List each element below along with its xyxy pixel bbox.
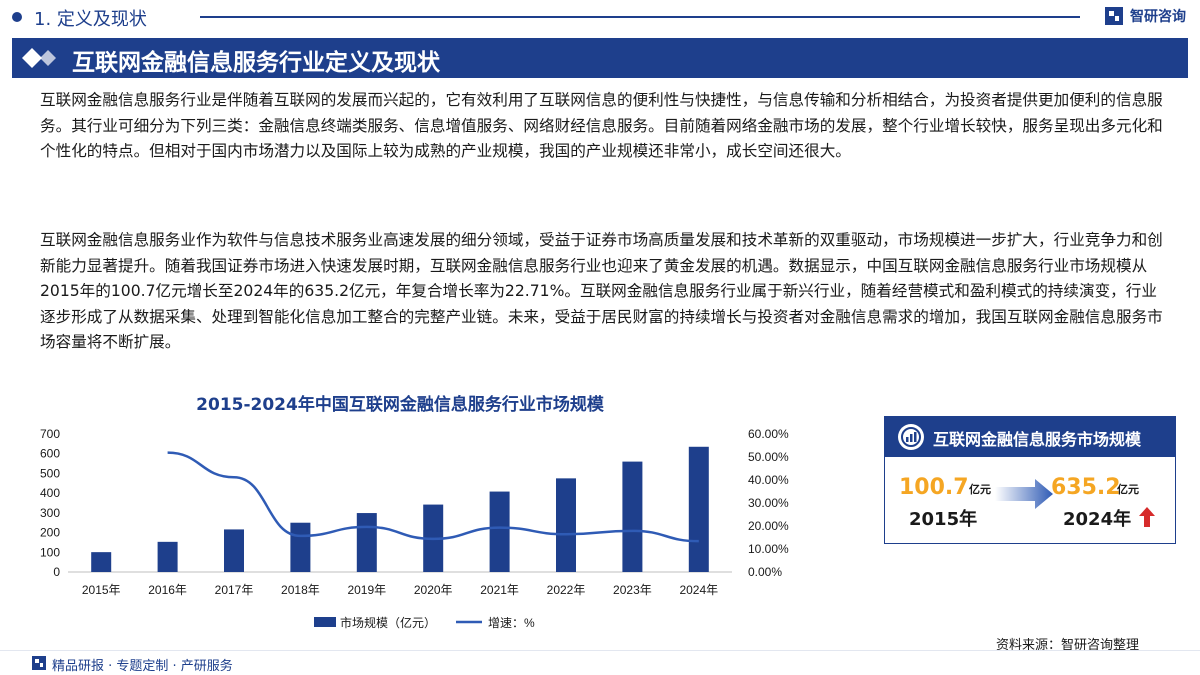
market-size-card: 互联网金融信息服务市场规模 100.7 亿元 2015年 635.2 亿元 20… [884,416,1176,544]
y-right-tick-label: 50.00% [748,450,789,464]
gauge-icon [898,424,924,450]
bar [556,478,576,572]
brand-name: 智研咨询 [1130,9,1186,25]
market-paragraph: 互联网金融信息服务业作为软件与信息技术服务业高速发展的细分领域，受益于证券市场高… [40,231,1163,351]
y-right-tick-label: 10.00% [748,542,789,556]
x-tick-label: 2021年 [480,583,519,597]
y-right-tick-label: 0.00% [748,565,782,579]
title-banner: 互联网金融信息服务行业定义及现状 [12,38,1188,78]
legend-bar-swatch [314,617,336,627]
y-left-tick-label: 100 [40,545,60,559]
arrow-right-icon [995,479,1053,509]
x-tick-label: 2020年 [414,583,453,597]
y-right-tick-label: 60.00% [748,427,789,441]
y-left-tick-label: 0 [53,565,60,579]
x-tick-label: 2019年 [347,583,386,597]
intro-paragraph: 互联网金融信息服务行业是伴随着互联网的发展而兴起的，它有效利用了互联网信息的便利… [40,91,1163,160]
y-left-tick-label: 300 [40,506,60,520]
end-year: 2024年 [1063,509,1132,530]
brand-logo-icon [32,656,46,670]
bar [91,552,112,572]
market-size-chart: 0 100 200 300 400 500 600 700 0.00% 10.00% 20.00% 3… [40,427,789,630]
start-year: 2015年 [909,509,978,530]
y-left-tick-label: 500 [40,466,60,480]
x-tick-label: 2015年 [82,583,121,597]
card-title: 互联网金融信息服务市场规模 [933,430,1142,449]
diamond-icon [22,48,56,68]
footer-tagline: 精品研报 · 专题定制 · 产研服务 [52,659,233,674]
bar [157,541,178,572]
x-tick-label: 2022年 [547,583,586,597]
legend-line-label: 增速：% [488,616,535,630]
header-divider [200,16,1080,18]
y-left-tick-label: 400 [40,486,60,500]
bar [356,513,377,572]
y-right-tick-label: 20.00% [748,519,789,533]
growth-rate-line [167,451,699,543]
x-tick-label: 2018年 [281,583,320,597]
brand: 智研咨询 [1104,6,1186,26]
footer: 精品研报 · 专题定制 · 产研服务 [0,650,1200,675]
x-tick-label: 2023年 [613,583,652,597]
bar [489,491,510,572]
end-unit: 亿元 [1117,483,1139,496]
brand-logo-icon [1105,7,1123,25]
x-tick-label: 2024年 [679,583,718,597]
chart-title: 2015-2024年中国互联网金融信息服务行业市场规模 [196,395,604,415]
arrow-up-icon [1139,507,1155,527]
legend-bar-label: 市场规模（亿元） [340,615,436,630]
card-header: 互联网金融信息服务市场规模 [885,417,1175,457]
bar [290,522,311,572]
x-tick-label: 2017年 [215,583,254,597]
x-tick-label: 2016年 [148,583,187,597]
y-left-tick-label: 200 [40,526,60,540]
top-bar: 1. 定义及现状 智研咨询 [0,0,1200,34]
section-dot-icon [12,12,22,22]
bar [622,461,643,572]
bar [224,529,244,572]
start-unit: 亿元 [969,483,991,496]
y-left-tick-label: 700 [40,427,60,441]
y-left-tick-label: 600 [40,447,60,461]
bar [688,446,709,572]
section-label: 1. 定义及现状 [34,9,147,30]
source-note: 资料来源：智研咨询整理 [996,638,1140,653]
y-right-tick-label: 30.00% [748,496,789,510]
y-right-tick-label: 40.00% [748,473,789,487]
end-value: 635.2 [1051,475,1121,500]
start-value: 100.7 [899,475,969,500]
page-title: 互联网金融信息服务行业定义及现状 [72,50,440,76]
